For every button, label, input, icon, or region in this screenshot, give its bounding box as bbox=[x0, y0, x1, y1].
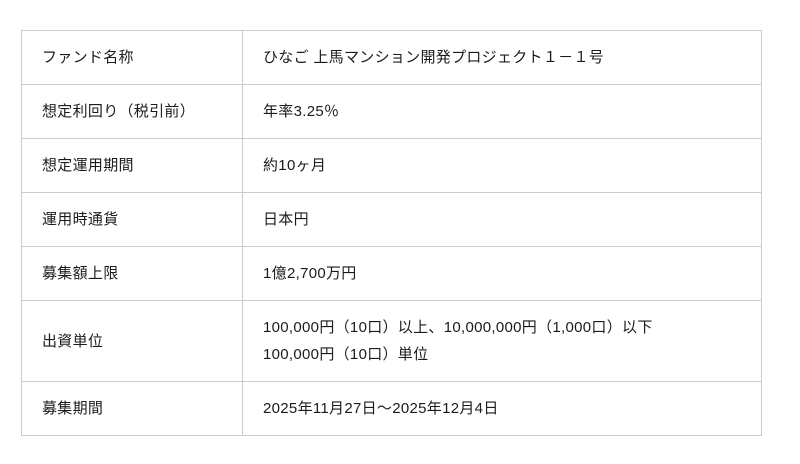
row-max-raise-amount: 募集額上限 1億2,700万円 bbox=[21, 246, 762, 301]
operation-currency-label: 運用時通貨 bbox=[21, 192, 243, 247]
row-offering-period: 募集期間 2025年11月27日～2025年12月4日 bbox=[21, 381, 762, 436]
row-investment-unit: 出資単位 100,000円（10口）以上、10,000,000円（1,000口）… bbox=[21, 300, 762, 382]
expected-yield-label: 想定利回り（税引前） bbox=[21, 84, 243, 139]
offering-period-label: 募集期間 bbox=[21, 381, 243, 436]
operation-period-value: 約10ヶ月 bbox=[242, 138, 762, 193]
max-raise-amount-value: 1億2,700万円 bbox=[242, 246, 762, 301]
row-fund-name: ファンド名称 ひなご 上馬マンション開発プロジェクト１－１号 bbox=[21, 30, 762, 85]
max-raise-amount-label: 募集額上限 bbox=[21, 246, 243, 301]
offering-period-value: 2025年11月27日～2025年12月4日 bbox=[242, 381, 762, 436]
fund-name-label: ファンド名称 bbox=[21, 30, 243, 85]
operation-currency-value: 日本円 bbox=[242, 192, 762, 247]
row-operation-currency: 運用時通貨 日本円 bbox=[21, 192, 762, 247]
row-expected-yield: 想定利回り（税引前） 年率3.25％ bbox=[21, 84, 762, 139]
fund-info-table-container: ファンド名称 ひなご 上馬マンション開発プロジェクト１－１号 想定利回り（税引前… bbox=[21, 30, 762, 436]
operation-period-label: 想定運用期間 bbox=[21, 138, 243, 193]
row-operation-period: 想定運用期間 約10ヶ月 bbox=[21, 138, 762, 193]
investment-unit-value: 100,000円（10口）以上、10,000,000円（1,000口）以下 10… bbox=[242, 300, 762, 382]
fund-info-table: ファンド名称 ひなご 上馬マンション開発プロジェクト１－１号 想定利回り（税引前… bbox=[21, 30, 762, 436]
fund-name-value: ひなご 上馬マンション開発プロジェクト１－１号 bbox=[242, 30, 762, 85]
expected-yield-value: 年率3.25％ bbox=[242, 84, 762, 139]
investment-unit-label: 出資単位 bbox=[21, 300, 243, 382]
